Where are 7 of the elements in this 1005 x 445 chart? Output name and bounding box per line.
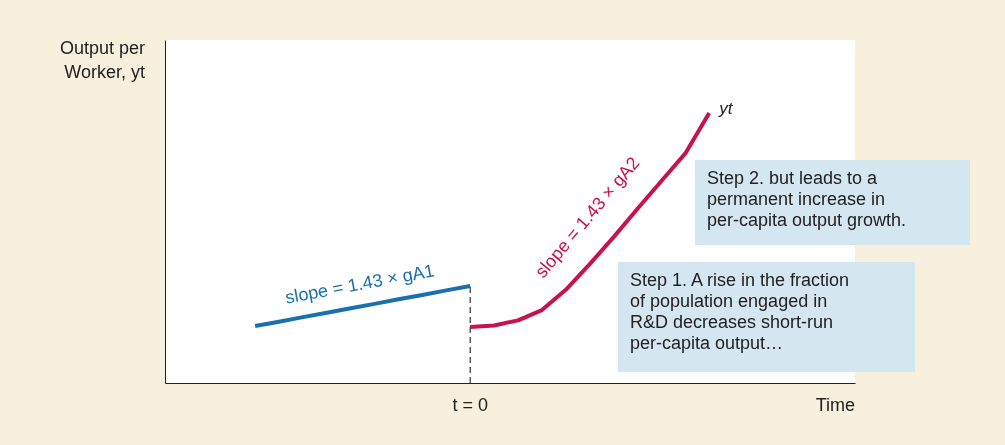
annotation: slope = 1.43 × gA1 (283, 260, 436, 308)
annotation: Step 2. but leads to a permanent increase in per-capita output growth. (707, 168, 907, 230)
series-label: yt (718, 98, 734, 118)
text: t = 0 (452, 395, 488, 415)
annotation: Step 1. A rise in the fraction of population engaged in R&D decreases short-run per-capita output… (630, 270, 850, 353)
text: Time (815, 395, 855, 415)
text: Output per Worker, yt (59, 38, 145, 82)
